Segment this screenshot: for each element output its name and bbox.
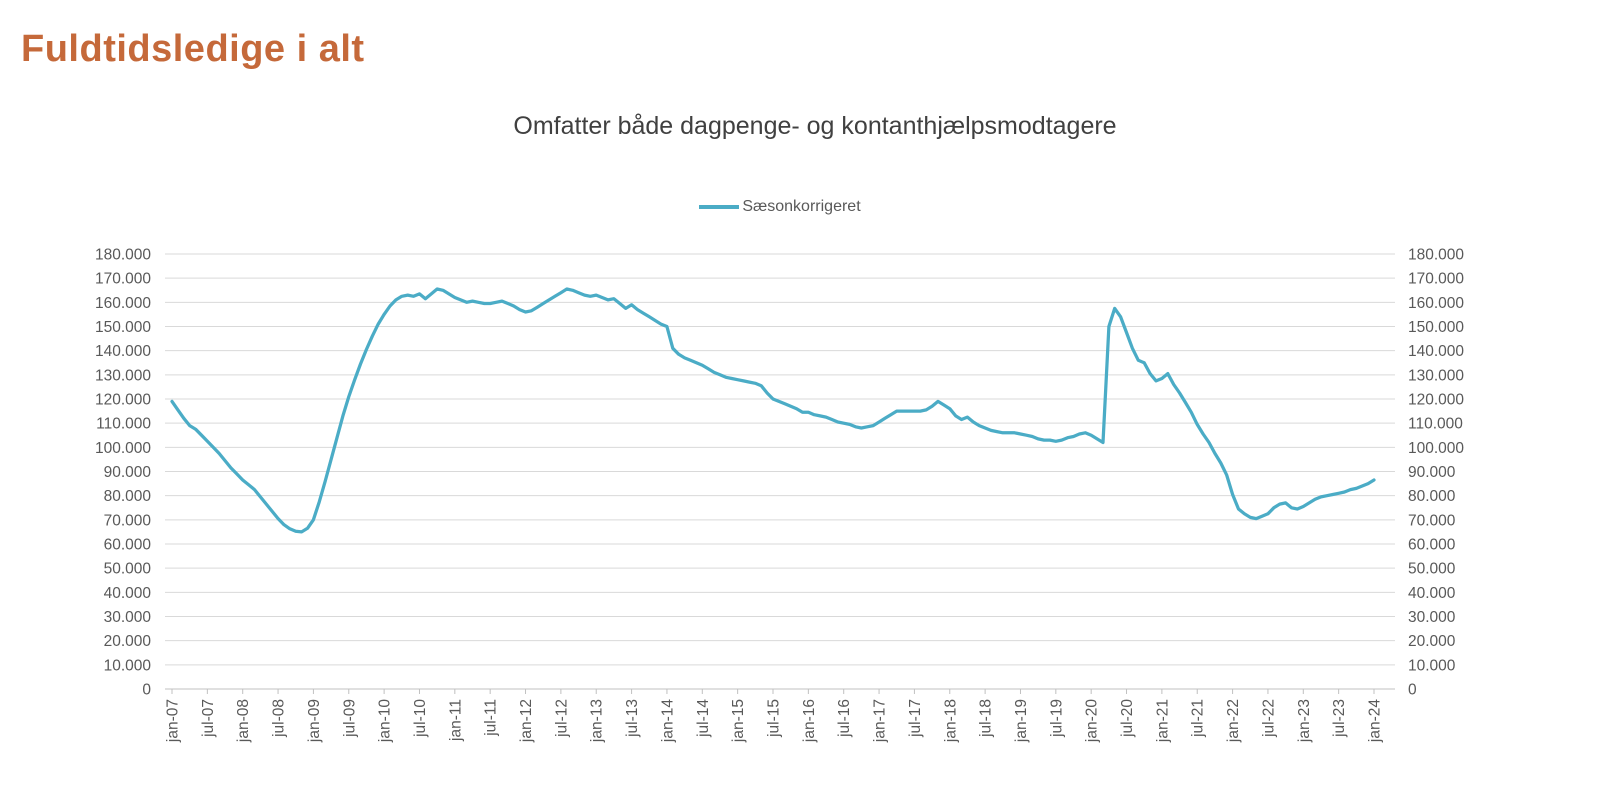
x-axis-label: jul-11	[483, 699, 500, 737]
y-axis-label-right: 160.000	[1408, 295, 1464, 312]
y-axis-label-left: 110.000	[96, 416, 151, 433]
line-chart-plot-area: 0 0 10.000 10.000 20.000 20.000 30.000 30.000 40…	[0, 230, 1600, 800]
y-axis-label-right: 170.000	[1408, 271, 1464, 288]
y-axis-label-left: 160.000	[95, 295, 151, 312]
y-axis-label-right: 130.000	[1408, 367, 1464, 384]
chart-svg: 0 0 10.000 10.000 20.000 20.000 30.000 30.000 40…	[95, 247, 1464, 744]
x-axis-label: jan-18	[942, 699, 959, 743]
y-axis-label-left: 180.000	[95, 247, 151, 264]
x-axis-label: jul-16	[836, 699, 853, 738]
y-axis-label-left: 90.000	[104, 464, 152, 481]
y-axis-label-left: 50.000	[104, 561, 152, 578]
x-axis-label: jan-08	[235, 699, 252, 743]
x-axis-label: jul-18	[978, 699, 995, 738]
y-axis-label-right: 30.000	[1408, 609, 1456, 626]
x-axis-label: jul-22	[1260, 699, 1277, 738]
x-axis-label: jan-15	[730, 699, 747, 743]
y-axis-label-right: 10.000	[1408, 657, 1456, 674]
x-axis-label: jul-07	[200, 699, 217, 738]
x-axis-label: jan-20	[1084, 699, 1101, 743]
x-axis-label: jul-15	[766, 699, 783, 738]
x-axis-label: jan-21	[1154, 699, 1171, 743]
x-axis-label: jan-17	[872, 699, 889, 743]
x-axis-label: jan-12	[518, 699, 535, 743]
x-axis-label: jul-19	[1048, 699, 1065, 738]
x-axis-label: jan-13	[589, 699, 606, 743]
x-axis-label: jan-14	[659, 699, 676, 743]
y-axis-label-right: 20.000	[1408, 633, 1456, 650]
x-axis-label: jan-11	[447, 699, 464, 742]
x-axis-label: jul-23	[1331, 699, 1348, 738]
y-axis-label-right: 80.000	[1408, 488, 1456, 505]
series-line-saesonkorrigeret	[170, 287, 1376, 534]
chart-title: Omfatter både dagpenge- og kontanthjælps…	[513, 112, 1117, 140]
y-axis-label-left: 70.000	[104, 512, 152, 529]
chart-legend: Sæsonkorrigeret	[165, 198, 1395, 216]
x-axis-label: jul-13	[624, 699, 641, 738]
x-axis-label: jan-22	[1225, 699, 1242, 743]
y-axis-label-left: 80.000	[104, 488, 152, 505]
x-axis-label: jul-14	[695, 699, 712, 738]
legend-item-saesonkorrigeret: Sæsonkorrigeret	[699, 198, 861, 216]
y-axis-label-left: 120.000	[95, 392, 151, 409]
y-axis-label-right: 110.000	[1408, 416, 1463, 433]
y-axis-label-left: 10.000	[104, 657, 152, 674]
y-axis-label-left: 20.000	[104, 633, 152, 650]
y-axis-label-left: 60.000	[104, 537, 152, 554]
legend-line-icon	[699, 205, 740, 209]
x-axis-label: jul-17	[907, 699, 924, 738]
x-axis-label: jan-16	[801, 699, 818, 743]
legend-label: Sæsonkorrigeret	[742, 198, 861, 215]
y-axis-label-right: 40.000	[1408, 585, 1456, 602]
y-axis-label-left: 0	[142, 682, 151, 699]
page-title: Fuldtidsledige i alt	[21, 28, 365, 70]
y-axis-label-left: 100.000	[95, 440, 151, 457]
x-axis-label: jul-20	[1119, 699, 1136, 738]
y-axis-label-left: 40.000	[104, 585, 152, 602]
x-axis-label: jul-09	[341, 699, 358, 738]
y-axis-label-left: 140.000	[95, 343, 151, 360]
y-axis-label-right: 150.000	[1408, 319, 1464, 336]
y-axis-label-left: 30.000	[104, 609, 152, 626]
y-axis-label-left: 150.000	[95, 319, 151, 336]
y-axis-label-right: 180.000	[1408, 247, 1464, 264]
x-axis-label: jan-19	[1013, 699, 1030, 743]
y-axis-label-left: 130.000	[95, 367, 151, 384]
x-axis-label: jan-07	[165, 699, 182, 743]
x-axis-label: jan-24	[1367, 699, 1384, 743]
y-axis-label-right: 140.000	[1408, 343, 1464, 360]
y-axis-label-right: 50.000	[1408, 561, 1456, 578]
x-axis-label: jul-08	[271, 699, 288, 738]
x-axis-label: jul-12	[553, 699, 570, 738]
x-axis-label: jul-21	[1190, 699, 1207, 738]
x-axis-label: jan-23	[1296, 699, 1313, 743]
y-axis-label-right: 70.000	[1408, 512, 1456, 529]
y-axis-label-right: 100.000	[1408, 440, 1464, 457]
y-axis-label-left: 170.000	[95, 271, 151, 288]
y-axis-label-right: 90.000	[1408, 464, 1456, 481]
y-axis-label-right: 120.000	[1408, 392, 1464, 409]
x-axis-label: jul-10	[412, 699, 429, 738]
y-axis-label-right: 0	[1408, 682, 1417, 699]
y-axis-label-right: 60.000	[1408, 537, 1456, 554]
x-axis-label: jan-10	[377, 699, 394, 743]
x-axis-label: jan-09	[306, 699, 323, 743]
